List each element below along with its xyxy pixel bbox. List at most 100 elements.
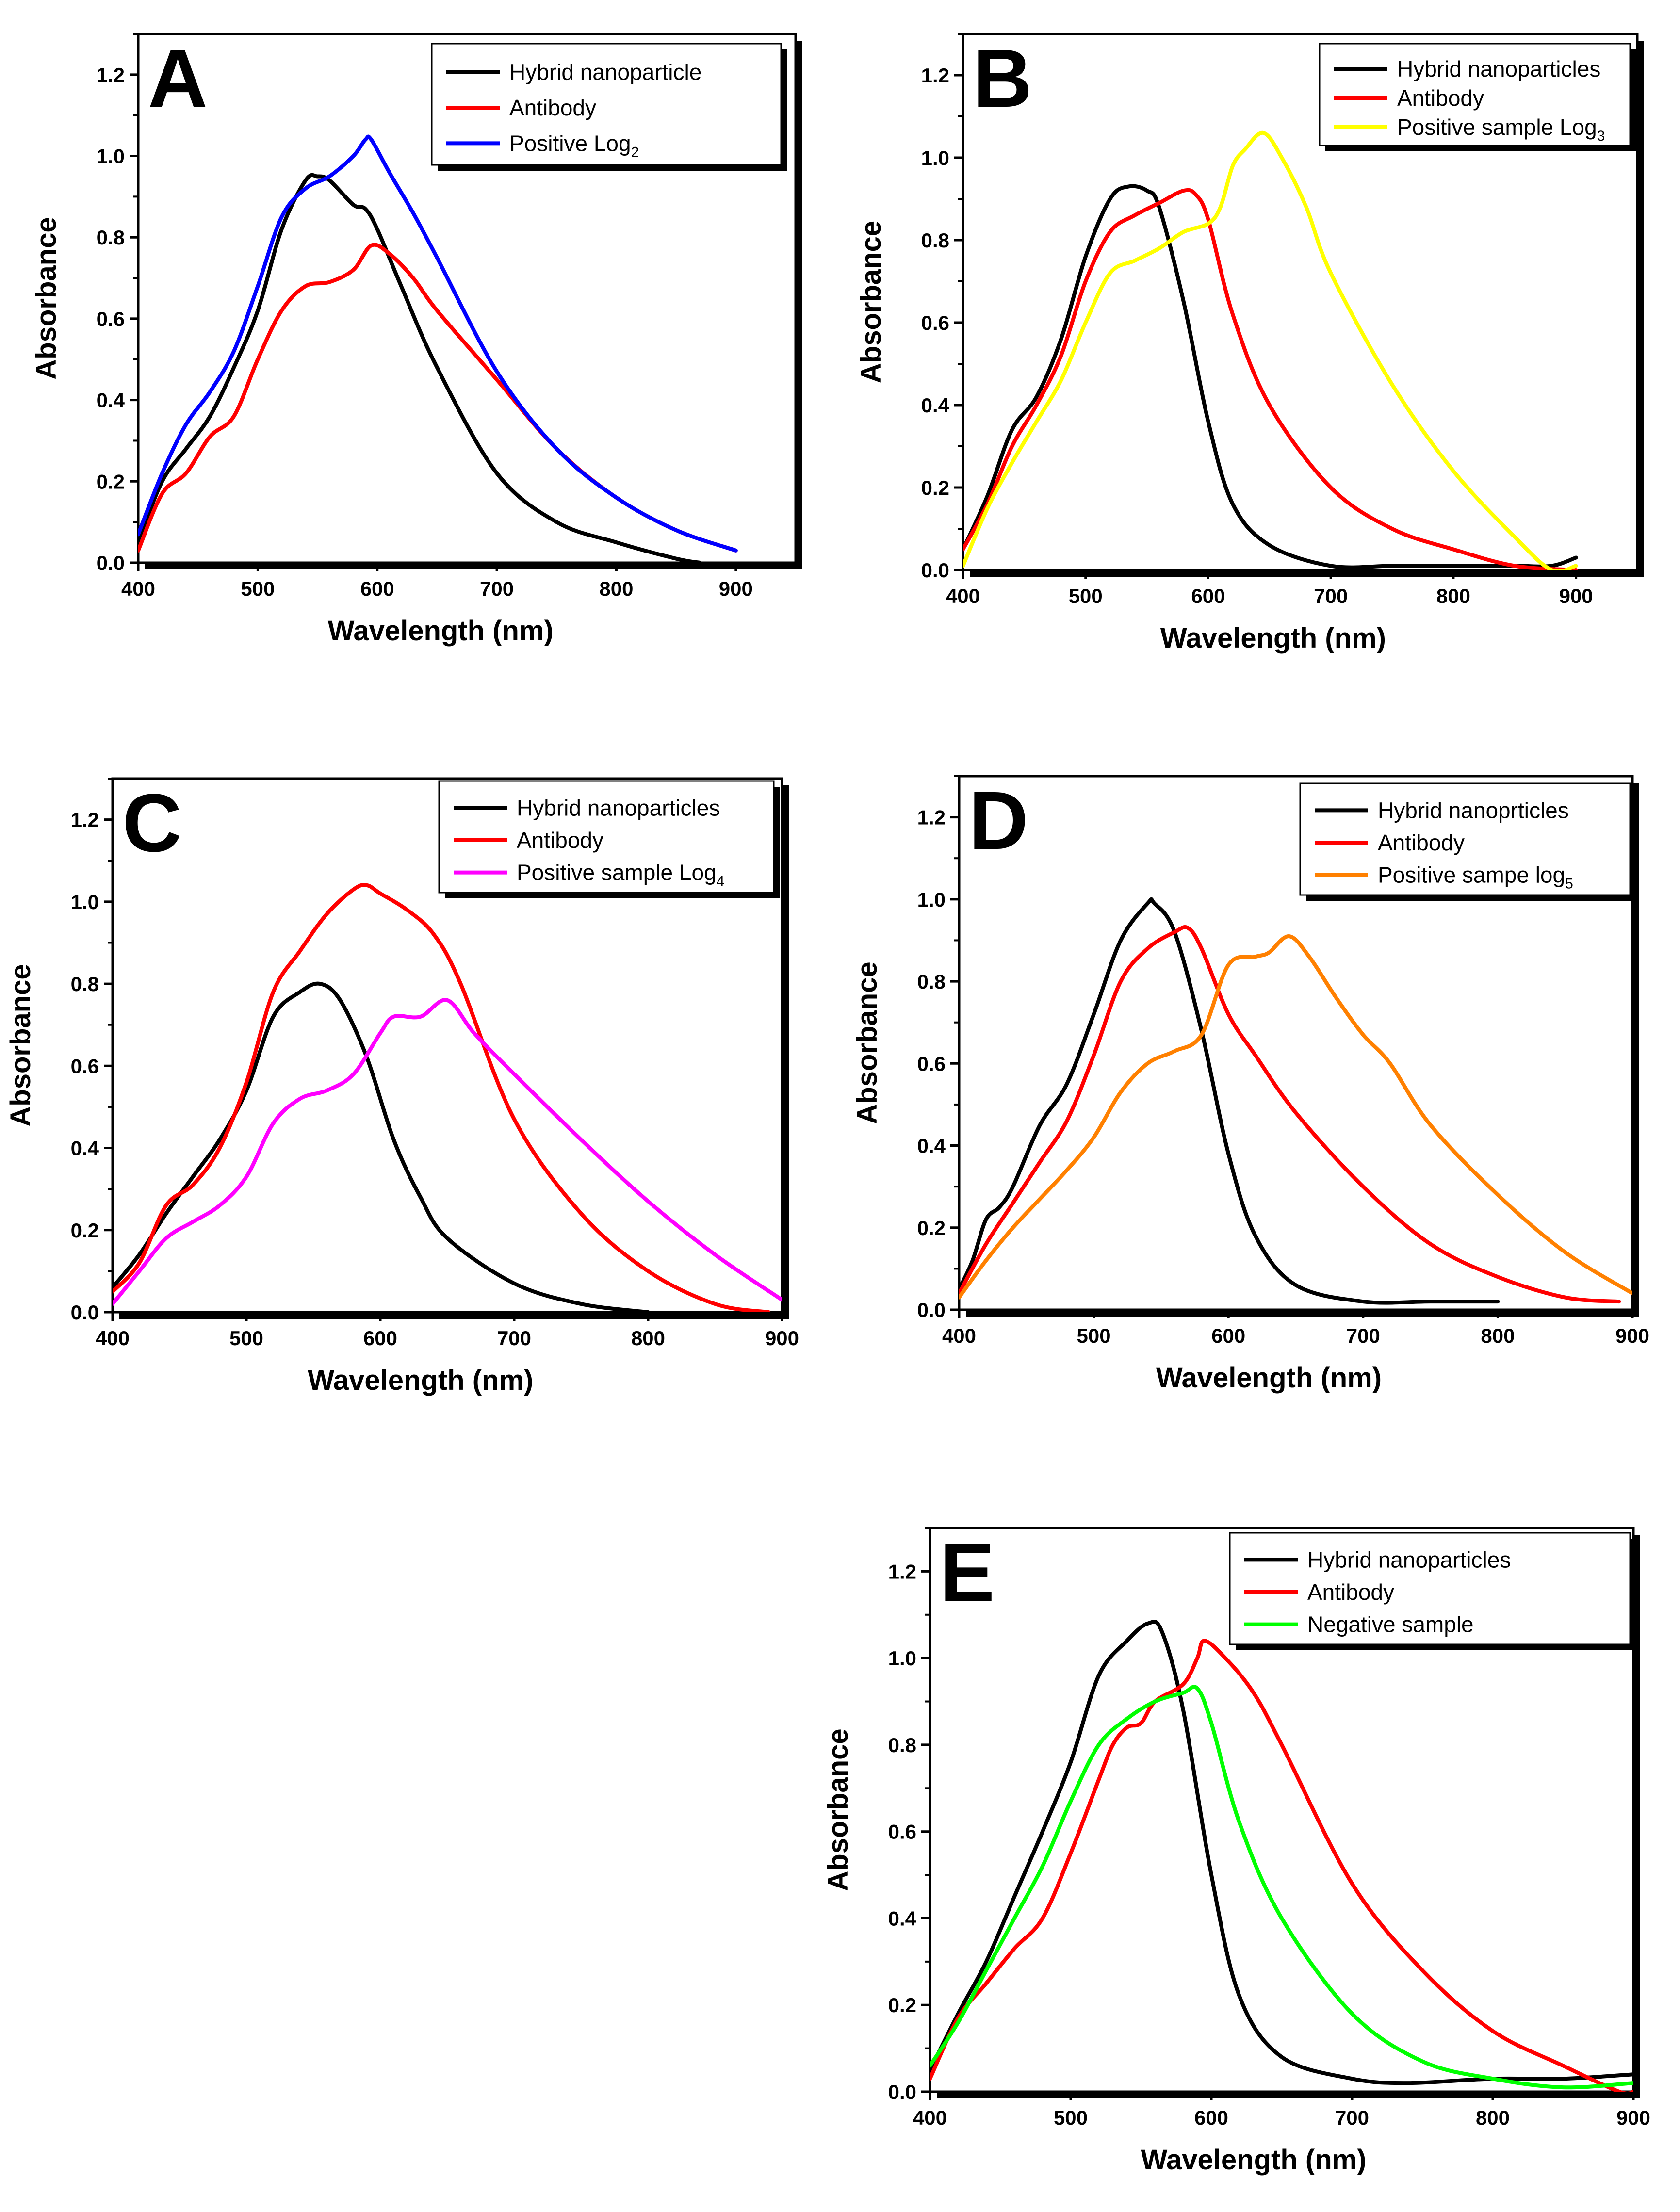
x-axis-title: Wavelength (nm)	[328, 615, 554, 647]
x-tick-label: 700	[1314, 585, 1348, 607]
y-tick-label: 0.0	[917, 1299, 946, 1321]
panel-letter: A	[148, 33, 208, 125]
legend-entry: Antibody	[509, 95, 596, 120]
x-tick-label: 600	[1211, 1324, 1245, 1347]
y-axis-title: Absorbance	[855, 221, 887, 383]
y-tick-label: 1.2	[71, 809, 99, 831]
y-tick-label: 1.0	[97, 145, 125, 168]
legend-entry: Positive sample Log4	[517, 860, 724, 890]
x-tick-label: 400	[946, 585, 980, 607]
y-tick-label: 1.0	[921, 146, 949, 169]
x-axis-title: Wavelength (nm)	[308, 1365, 533, 1396]
series-line-3	[930, 1685, 1633, 2090]
series-group	[959, 897, 1632, 1305]
legend-entry: Hybrid nanoparticles	[517, 795, 720, 820]
y-axis-title: Absorbance	[822, 1728, 854, 1891]
series-line-2	[963, 188, 1578, 570]
x-tick-label: 900	[1616, 2106, 1650, 2129]
x-tick-label: 900	[765, 1327, 799, 1350]
chart-panel-a: 400 500 600 700 800 900 0.0 0.2 0.4 0.6 0.8 1.0 1.2 W…	[31, 33, 802, 647]
y-tick-label: 0.8	[921, 229, 949, 252]
x-tick-label: 700	[1346, 1324, 1380, 1347]
y-tick-label: 1.0	[71, 891, 99, 913]
y-tick-label: 0.8	[97, 226, 125, 249]
series-group	[963, 130, 1578, 570]
y-tick-label: 0.6	[71, 1055, 99, 1077]
y-tick-label: 0.0	[921, 559, 949, 582]
series-line-3	[963, 130, 1578, 570]
series-line-1	[113, 981, 650, 1312]
legend-entry: Hybrid nanoprticles	[1378, 797, 1569, 823]
legend-entry: Hybrid nanoparticles	[1397, 56, 1600, 81]
y-tick-label: 0.4	[71, 1137, 99, 1160]
y-tick-label: 0.2	[921, 476, 949, 499]
y-tick-label: 1.2	[921, 64, 949, 87]
legend-entry: Positive Log2	[509, 130, 639, 160]
series-line-1	[138, 173, 702, 563]
legend: Hybrid nanoparticle Antibody Positive Log2	[431, 43, 787, 171]
y-tick-label: 0.4	[888, 1907, 917, 1930]
x-tick-label: 500	[1077, 1324, 1111, 1347]
legend-entry: Antibody	[1307, 1579, 1394, 1605]
series-line-1	[963, 184, 1578, 569]
x-tick-label: 400	[121, 577, 155, 600]
legend: Hybrid nanoparticles Antibody Negative sam…	[1229, 1532, 1636, 1650]
y-axis-title: Absorbance	[5, 964, 36, 1126]
x-tick-label: 500	[229, 1327, 263, 1350]
x-tick-label: 900	[1615, 1324, 1649, 1347]
y-tick-label: 0.6	[921, 311, 949, 334]
y-tick-label: 0.2	[71, 1219, 99, 1242]
chart-panel-e: 400 500 600 700 800 900 0.0 0.2 0.4 0.6 0.8 1.0 1.2 W…	[822, 1527, 1650, 2176]
x-tick-label: 900	[719, 577, 753, 600]
x-tick-label: 600	[1194, 2106, 1228, 2129]
y-tick-label: 0.6	[917, 1052, 946, 1075]
panel-letter: C	[122, 777, 182, 869]
x-tick-label: 700	[1335, 2106, 1369, 2129]
series-line-2	[959, 925, 1621, 1304]
x-tick-label: 600	[360, 577, 394, 600]
x-tick-label: 800	[1476, 2106, 1510, 2129]
series-group	[113, 883, 782, 1312]
chart-panel-b: 400 500 600 700 800 900 0.0 0.2 0.4 0.6 0.8 1.0 1.2 W…	[855, 33, 1644, 654]
x-tick-label: 700	[497, 1327, 531, 1350]
x-tick-label: 400	[913, 2106, 947, 2129]
legend-entry: Hybrid nanoparticles	[1307, 1547, 1511, 1572]
y-tick-label: 0.4	[97, 389, 125, 412]
y-axis-title: Absorbance	[851, 961, 883, 1124]
x-tick-label: 600	[363, 1327, 397, 1350]
x-tick-label: 500	[1054, 2106, 1088, 2129]
legend: Hybrid nanoparticles Antibody Positive sam…	[438, 780, 780, 898]
legend-entry: Antibody	[517, 828, 603, 853]
y-tick-label: 0.2	[888, 1994, 916, 2017]
x-tick-label: 800	[631, 1327, 665, 1350]
y-tick-label: 0.8	[917, 970, 946, 993]
chart-panel-d: 400 500 600 700 800 900 0.0 0.2 0.4 0.6 0.8 1.0 1.2 W…	[851, 775, 1649, 1394]
y-tick-label: 1.2	[888, 1560, 916, 1583]
legend-entry: Positive sampe log5	[1378, 862, 1573, 892]
series-group	[930, 1620, 1633, 2092]
y-tick-label: 0.0	[97, 552, 125, 574]
series-line-1	[959, 897, 1500, 1305]
x-axis-title: Wavelength (nm)	[1156, 1362, 1382, 1394]
x-tick-label: 800	[1436, 585, 1470, 607]
x-tick-label: 600	[1191, 585, 1225, 607]
y-tick-label: 0.4	[921, 394, 950, 417]
y-tick-label: 0.8	[71, 973, 99, 995]
y-tick-label: 0.8	[888, 1734, 916, 1757]
y-tick-label: 0.2	[97, 470, 125, 493]
y-tick-label: 0.2	[917, 1217, 946, 1239]
y-tick-label: 1.2	[917, 806, 946, 829]
series-line-3	[959, 934, 1632, 1300]
legend: Hybrid nanoprticles Antibody Positive samp…	[1299, 782, 1636, 901]
x-tick-label: 900	[1559, 585, 1593, 607]
y-tick-label: 0.0	[71, 1301, 99, 1324]
x-tick-label: 400	[942, 1324, 976, 1347]
chart-panel-c: 400 500 600 700 800 900 0.0 0.2 0.4 0.6 0.8 1.0 1.2 W…	[5, 777, 799, 1396]
series-group	[138, 134, 738, 563]
panel-letter: E	[940, 1527, 995, 1619]
y-tick-label: 0.6	[888, 1821, 916, 1843]
series-line-3	[138, 134, 738, 553]
x-tick-label: 700	[480, 577, 514, 600]
y-tick-label: 1.0	[917, 888, 946, 911]
